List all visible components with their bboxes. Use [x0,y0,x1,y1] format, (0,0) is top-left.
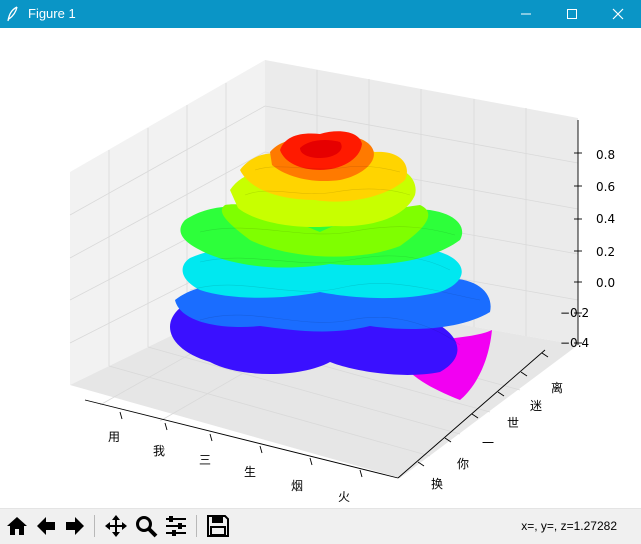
z-tick-label: 0.2 [596,245,615,259]
home-button[interactable] [5,514,29,538]
x-tick-label: 三 [199,453,211,467]
y-tick-label: 迷 [530,399,542,413]
rose-surface [170,131,492,400]
forward-icon [66,517,84,535]
zoom-icon [136,516,158,538]
navigation-toolbar: x=, y=, z=1.27282 [0,508,641,544]
maximize-button[interactable] [549,0,595,28]
back-icon [37,517,55,535]
z-tick-label: 0.0 [596,276,615,290]
y-tick-label: 离 [551,380,563,395]
x-tick-label: 火 [338,490,350,504]
configure-subplots-icon [166,516,186,536]
x-tick-label: 用 [108,430,120,444]
toolbar-separator [196,515,197,537]
save-icon [207,515,229,537]
z-tick-label: 0.6 [596,180,615,194]
pan-icon [105,515,127,537]
axis-lines [84,120,579,479]
x-tick-label: 烟 [291,479,303,493]
close-icon [612,8,624,20]
title-bar: Figure 1 [0,0,641,28]
save-button[interactable] [206,514,230,538]
configure-subplots-button[interactable] [164,514,188,538]
y-tick-label: 一 [482,436,494,450]
toolbar-separator [94,515,95,537]
y-tick-label: 你 [457,457,469,471]
feather-icon [7,6,18,22]
maximize-icon [567,9,577,19]
plot-canvas[interactable]: 用 我 三 生 烟 火 换 你 一 世 迷 离 −0.4 −0.2 0.0 0.… [0,28,641,508]
home-icon [7,517,27,535]
forward-button[interactable] [63,514,87,538]
x-tick-label: 我 [153,444,165,458]
cursor-coordinates: x=, y=, z=1.27282 [521,519,617,533]
minimize-icon [521,13,531,15]
window-title: Figure 1 [28,6,76,21]
zoom-button[interactable] [134,514,158,538]
y-tick-label: 世 [507,416,519,430]
x-tick-label: 生 [244,465,256,479]
back-button[interactable] [34,514,58,538]
y-tick-label: 换 [431,477,443,491]
close-button[interactable] [595,0,641,28]
pan-button[interactable] [104,514,128,538]
z-tick-label: −0.2 [560,306,589,320]
minimize-button[interactable] [503,0,549,28]
z-tick-label: 0.4 [596,212,615,226]
z-tick-label: 0.8 [596,148,615,162]
tick-marks [119,152,582,478]
z-tick-label: −0.4 [560,336,589,350]
